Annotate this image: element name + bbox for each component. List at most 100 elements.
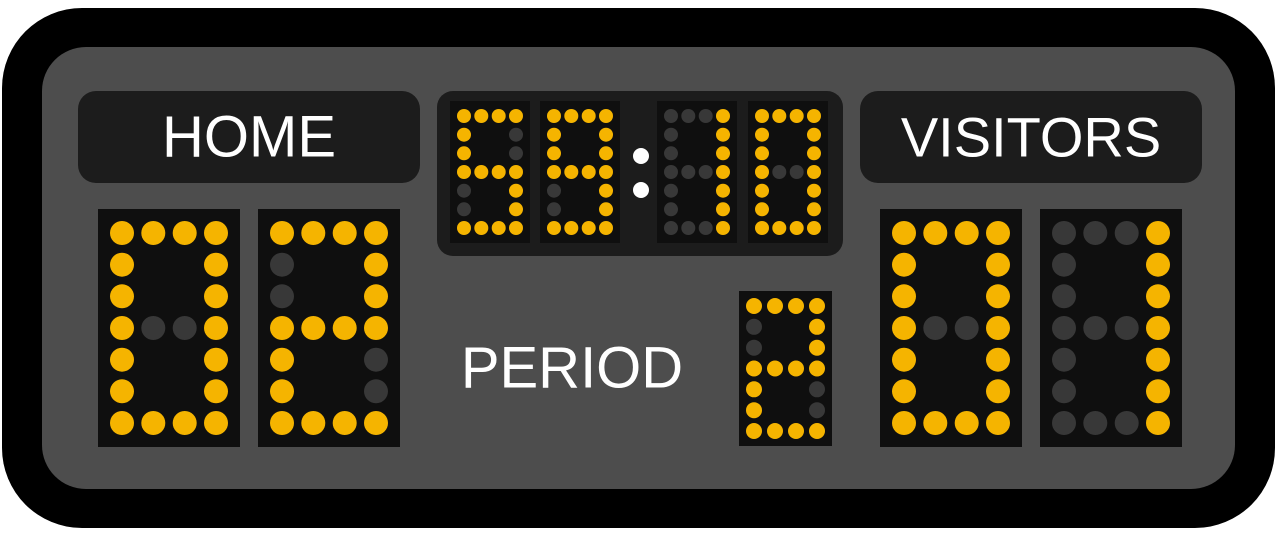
- lit-dot: [364, 411, 388, 435]
- lit-dot: [892, 379, 916, 404]
- lit-dot: [892, 347, 916, 372]
- unlit-dot: [1052, 252, 1076, 277]
- clock-panel: [437, 91, 843, 256]
- lit-dot: [564, 109, 579, 123]
- lit-dot: [547, 165, 561, 179]
- unlit-dot: [1052, 316, 1076, 340]
- lit-dot: [807, 165, 821, 179]
- lit-dot: [809, 423, 825, 439]
- lit-dot: [892, 284, 916, 309]
- unlit-dot: [1083, 411, 1108, 435]
- lit-dot: [716, 221, 730, 235]
- lit-dot: [270, 316, 294, 340]
- lit-dot: [110, 316, 134, 340]
- lit-dot: [599, 109, 613, 123]
- lit-dot: [789, 221, 804, 235]
- lit-dot: [772, 221, 787, 235]
- unlit-dot: [172, 316, 197, 340]
- unlit-dot: [809, 381, 825, 398]
- lit-dot: [746, 402, 762, 419]
- unlit-dot: [270, 252, 294, 277]
- lit-dot: [788, 423, 804, 439]
- lit-dot: [364, 252, 388, 277]
- lit-dot: [204, 252, 228, 277]
- lit-dot: [564, 221, 579, 235]
- lit-dot: [491, 165, 506, 179]
- unlit-dot: [681, 109, 696, 123]
- lit-dot: [807, 221, 821, 235]
- lit-dot: [457, 146, 471, 161]
- lit-dot: [509, 165, 523, 179]
- lit-dot: [581, 165, 596, 179]
- lit-dot: [204, 379, 228, 404]
- unlit-dot: [1052, 221, 1076, 245]
- lit-dot: [270, 379, 294, 404]
- lit-dot: [807, 146, 821, 161]
- unlit-dot: [509, 127, 523, 142]
- lit-dot: [807, 109, 821, 123]
- lit-dot: [767, 298, 783, 314]
- home-label: HOME: [162, 105, 336, 170]
- lit-dot: [986, 411, 1010, 435]
- unlit-dot: [1052, 284, 1076, 309]
- lit-dot: [110, 379, 134, 404]
- unlit-dot: [746, 318, 762, 335]
- unlit-dot: [698, 109, 713, 123]
- lit-dot: [599, 165, 613, 179]
- lit-dot: [789, 109, 804, 123]
- lit-dot: [204, 411, 228, 435]
- lit-dot: [755, 109, 769, 123]
- unlit-dot: [141, 316, 166, 340]
- lit-dot: [581, 221, 596, 235]
- lit-dot: [172, 411, 197, 435]
- lit-dot: [767, 360, 783, 377]
- clock-colon-bottom-dot: [633, 182, 649, 198]
- unlit-dot: [664, 221, 678, 235]
- lit-dot: [1146, 411, 1170, 435]
- lit-dot: [746, 423, 762, 439]
- lit-dot: [892, 252, 916, 277]
- unlit-dot: [1083, 316, 1108, 340]
- lit-dot: [491, 109, 506, 123]
- lit-dot: [807, 202, 821, 217]
- unlit-dot: [1083, 221, 1108, 245]
- lit-dot: [809, 318, 825, 335]
- lit-dot: [716, 165, 730, 179]
- unlit-dot: [364, 379, 388, 404]
- lit-dot: [716, 202, 730, 217]
- lit-dot: [892, 316, 916, 340]
- lit-dot: [547, 221, 561, 235]
- lit-dot: [457, 165, 471, 179]
- home-label-plate: [78, 91, 420, 183]
- lit-dot: [110, 411, 134, 435]
- lit-dot: [509, 221, 523, 235]
- clock-minutes-units-digit: [540, 101, 620, 243]
- unlit-dot: [664, 146, 678, 161]
- lit-dot: [332, 411, 357, 435]
- lit-dot: [755, 221, 769, 235]
- lit-dot: [716, 146, 730, 161]
- lit-dot: [1146, 284, 1170, 309]
- lit-dot: [141, 411, 166, 435]
- lit-dot: [755, 146, 769, 161]
- unlit-dot: [1052, 347, 1076, 372]
- lit-dot: [767, 423, 783, 439]
- lit-dot: [716, 183, 730, 198]
- lit-dot: [954, 221, 979, 245]
- lit-dot: [301, 316, 326, 340]
- unlit-dot: [664, 127, 678, 142]
- lit-dot: [1146, 316, 1170, 340]
- unlit-dot: [509, 146, 523, 161]
- lit-dot: [809, 298, 825, 314]
- unlit-dot: [1114, 221, 1139, 245]
- lit-dot: [986, 221, 1010, 245]
- lit-dot: [788, 360, 804, 377]
- clock-colon-top-dot: [633, 148, 649, 164]
- lit-dot: [474, 109, 489, 123]
- lit-dot: [788, 298, 804, 314]
- unlit-dot: [664, 165, 678, 179]
- unlit-dot: [681, 221, 696, 235]
- lit-dot: [755, 127, 769, 142]
- lit-dot: [110, 252, 134, 277]
